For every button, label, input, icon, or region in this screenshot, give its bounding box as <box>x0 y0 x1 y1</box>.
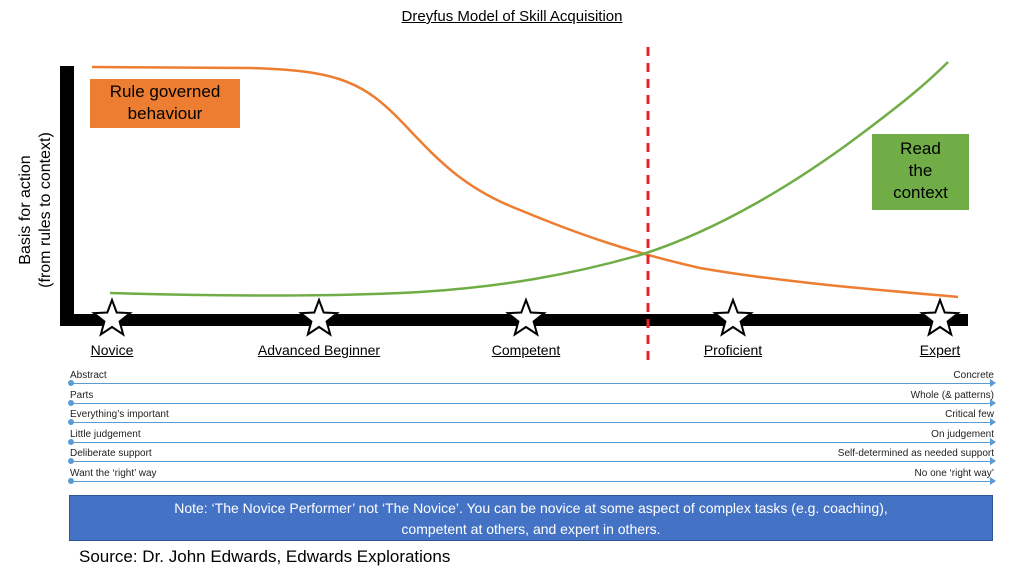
continuum-left-label: Abstract <box>70 370 107 381</box>
continuum-right-label: Critical few <box>945 409 994 420</box>
continuum-line <box>70 403 992 404</box>
continuum-start-dot <box>68 400 74 406</box>
continuum-right-label: No one ‘right way’ <box>914 468 994 479</box>
continuum-row: Parts Whole (& patterns) <box>68 390 996 410</box>
read-context-curve <box>109 61 949 297</box>
stage-label-expert: Expert <box>919 342 961 358</box>
continuum-arrow-icon <box>990 418 996 426</box>
context-box-line1: Read <box>900 139 941 158</box>
star-icon <box>505 297 547 337</box>
rule-governed-box: Rule governed behaviour <box>90 79 240 128</box>
continuum-line <box>70 442 992 443</box>
stage-label-proficient: Proficient <box>703 342 763 358</box>
diagram-title: Dreyfus Model of Skill Acquisition <box>401 8 623 25</box>
stage-stars <box>91 297 961 337</box>
note-line2: competent at others, and expert in other… <box>401 521 661 537</box>
continuum-row: Everything’s important Critical few <box>68 409 996 429</box>
note-box: Note: ‘The Novice Performer’ not ‘The No… <box>69 495 993 541</box>
continuum-row: Want the ‘right’ way No one ‘right way’ <box>68 468 996 488</box>
continuum-start-dot <box>68 439 74 445</box>
continuum-row: Deliberate support Self-determined as ne… <box>68 448 996 468</box>
continuum-row: Abstract Concrete <box>68 370 996 390</box>
note-line1: Note: ‘The Novice Performer’ not ‘The No… <box>174 500 888 516</box>
continuum-line <box>70 383 992 384</box>
continuum-right-label: On judgement <box>931 429 994 440</box>
context-box-line2: the <box>908 161 933 180</box>
continuum-start-dot <box>68 478 74 484</box>
context-box-line3: context <box>893 183 948 202</box>
continuum-left-label: Parts <box>70 390 94 401</box>
source-credit: Source: Dr. John Edwards, Edwards Explor… <box>79 547 451 566</box>
stage-label-competent: Competent <box>491 342 561 358</box>
y-axis-line <box>60 66 74 326</box>
read-context-box: Read the context <box>872 134 969 210</box>
stage-label-novice: Novice <box>90 342 134 358</box>
continuum-left-label: Want the ‘right’ way <box>70 468 157 479</box>
continuum-start-dot <box>68 458 74 464</box>
continuum-start-dot <box>68 380 74 386</box>
continuum-right-label: Whole (& patterns) <box>910 390 994 401</box>
continuum-left-label: Deliberate support <box>70 448 152 459</box>
star-icon <box>712 297 754 337</box>
continuum-arrow-icon <box>990 457 996 465</box>
continuum-row: Little judgement On judgement <box>68 429 996 449</box>
star-icon <box>919 297 961 337</box>
stage-label-advanced-beginner: Advanced Beginner <box>257 342 381 358</box>
continuum-arrow-icon <box>990 438 996 446</box>
continuum-line <box>70 422 992 423</box>
continuum-line <box>70 481 992 482</box>
star-icon <box>298 297 340 337</box>
star-icon <box>91 297 133 337</box>
continuum-left-label: Everything’s important <box>70 409 169 420</box>
continuum-start-dot <box>68 419 74 425</box>
continuum-arrow-icon <box>990 477 996 485</box>
continuum-right-label: Self-determined as needed support <box>837 448 994 459</box>
continuum-arrow-icon <box>990 379 996 387</box>
continuum-right-label: Concrete <box>953 370 994 381</box>
continuum-arrow-icon <box>990 399 996 407</box>
continuum-left-label: Little judgement <box>70 429 141 440</box>
rule-box-line2: behaviour <box>127 104 203 123</box>
rule-box-line1: Rule governed <box>109 82 221 101</box>
rule-governed-curve <box>91 65 959 299</box>
continuum-line <box>70 461 992 462</box>
